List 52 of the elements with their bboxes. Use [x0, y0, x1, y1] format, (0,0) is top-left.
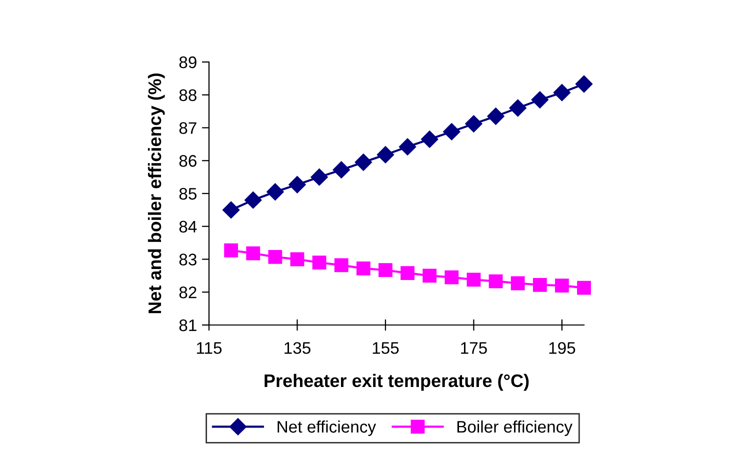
- point: [290, 252, 304, 266]
- y-tick-label: 84: [179, 220, 197, 233]
- point: [487, 108, 504, 125]
- point: [398, 138, 416, 156]
- point: [354, 154, 372, 171]
- point: [356, 262, 370, 276]
- point: [466, 272, 481, 287]
- legend-label: Boiler efficiency: [457, 420, 572, 436]
- point: [553, 84, 570, 102]
- point: [312, 256, 326, 270]
- point: [244, 192, 262, 209]
- point: [310, 168, 328, 186]
- point: [443, 123, 460, 140]
- point: [444, 270, 459, 284]
- point: [332, 161, 350, 178]
- point: [400, 266, 414, 280]
- x-tick-label: 175: [461, 342, 487, 354]
- point: [378, 263, 392, 278]
- y-tick-label: 85: [179, 188, 196, 200]
- x-tick-label: 115: [196, 342, 222, 354]
- y-tick-label: 81: [179, 319, 196, 332]
- x-tick-label: 155: [372, 342, 399, 354]
- point: [288, 176, 306, 194]
- point: [531, 91, 548, 108]
- y-tick-label: 86: [179, 155, 196, 167]
- point: [510, 276, 525, 290]
- point: [421, 130, 438, 148]
- y-tick-label: 82: [179, 286, 196, 298]
- point: [532, 278, 547, 292]
- point: [575, 75, 593, 93]
- point: [376, 146, 394, 164]
- point: [222, 201, 240, 218]
- point: [422, 268, 437, 283]
- point: [266, 183, 284, 200]
- y-tick-label: 87: [179, 122, 196, 134]
- point: [334, 258, 348, 272]
- y-tick-label: 83: [179, 254, 196, 266]
- x-tick-label: 135: [284, 342, 310, 354]
- point: [488, 274, 503, 288]
- legend-label: Net efficiency: [278, 420, 376, 436]
- point: [554, 278, 569, 292]
- point: [509, 99, 526, 117]
- point: [224, 243, 238, 258]
- y-axis-title: Net and boiler efficiency (%): [148, 73, 165, 314]
- point: [246, 246, 260, 260]
- point: [465, 115, 482, 132]
- point: [577, 280, 591, 295]
- x-tick-label: 195: [549, 342, 576, 354]
- point: [268, 250, 282, 264]
- y-tick-label: 89: [179, 56, 196, 68]
- x-axis-title: Preheater exit temperature (°C): [264, 374, 529, 391]
- y-tick-label: 88: [179, 89, 196, 102]
